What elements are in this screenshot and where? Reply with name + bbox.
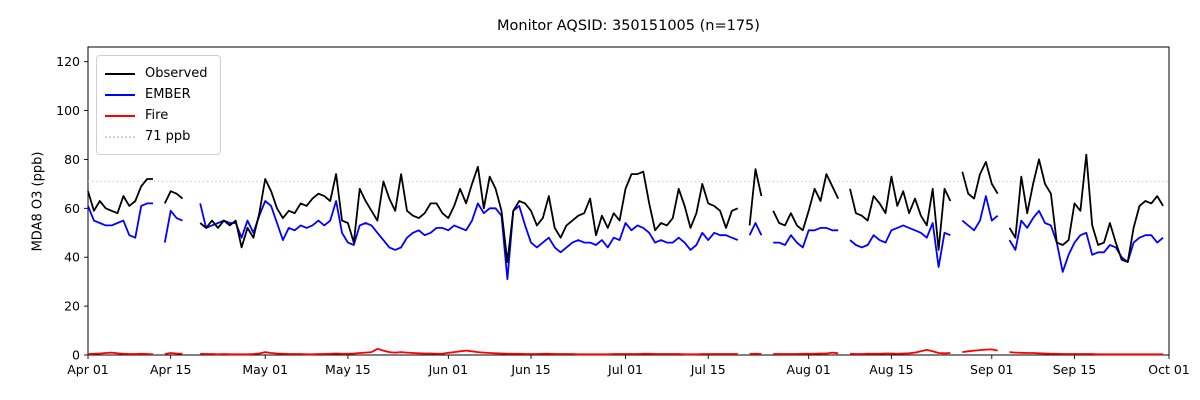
x-tick-label: Oct 01 [1148,362,1190,377]
x-tick-label: Jul 01 [607,362,643,377]
observed-line [1008,153,1164,264]
x-tick-label: Sep 15 [1053,362,1096,377]
ember-line [87,202,153,239]
y-tick-label: 40 [64,250,80,265]
axis-ticks: Apr 01 Apr 15 May 01 May 15 Jun 01 Jun 15 Jul … [56,54,1190,377]
legend-line-sample [105,135,135,138]
y-tick-label: 0 [72,348,80,363]
x-tick-label: May 01 [242,362,288,377]
legend-item-fire: Fire [105,105,208,126]
y-tick-label: 80 [64,152,80,167]
observed-line [849,175,952,251]
legend: Observed EMBER Fire 71 ppb [96,55,221,155]
legend-item-ember: EMBER [105,84,208,105]
ember-line [163,209,183,243]
observed-line [87,178,153,215]
ember-line [849,222,951,268]
x-tick-label: Jun 01 [428,362,468,377]
legend-label: Observed [145,66,208,81]
x-tick-label: Apr 15 [150,362,192,377]
y-tick-label: 120 [56,54,80,69]
axes-frame [87,46,1170,356]
fire-line [200,347,738,356]
ember-line [1008,209,1164,273]
ember-line [961,195,999,232]
legend-item-71-ppb: 71 ppb [105,126,208,147]
observed-line [772,173,840,232]
observed-line [961,160,999,200]
x-tick-label: Sep 01 [970,362,1013,377]
y-tick-label: 100 [56,103,80,118]
ember-line [773,226,839,249]
x-tick-label: May 15 [325,362,371,377]
legend-label: 71 ppb [145,129,191,144]
observed-line [163,190,184,204]
fire-line [1009,351,1164,356]
chart-title: Monitor AQSID: 350151005 (n=175) [497,18,760,34]
x-tick-label: Aug 01 [787,362,831,377]
legend-item-observed: Observed [105,63,208,84]
ember-line [748,222,763,236]
y-tick-label: 60 [64,201,80,216]
fire-line [849,348,951,355]
x-tick-label: Jul 15 [690,362,726,377]
x-tick-label: Jun 15 [510,362,550,377]
legend-line-sample [105,93,135,96]
legend-label: EMBER [145,87,191,102]
fire-line [164,352,183,355]
legend-line-sample [105,72,135,75]
x-tick-label: Apr 01 [67,362,109,377]
fire-line [962,348,998,353]
observed-line [748,168,763,226]
plot-lines [87,153,1169,356]
legend-label: Fire [145,108,169,123]
y-axis-label: MDA8 O3 (ppb) [30,151,46,252]
fire-line [87,351,154,356]
observed-line [199,165,739,264]
legend-line-sample [105,114,135,117]
x-tick-label: Aug 15 [869,362,913,377]
fire-line [773,351,839,355]
y-tick-label: 20 [64,299,80,314]
ember-line [199,200,739,281]
